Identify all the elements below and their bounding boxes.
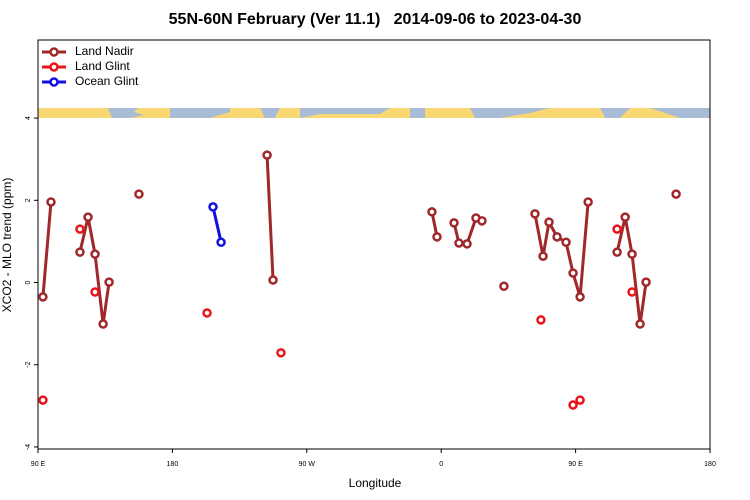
point [536, 315, 546, 325]
point [575, 395, 585, 405]
point [583, 197, 593, 207]
point [98, 319, 108, 329]
point [38, 395, 48, 405]
point [90, 249, 100, 259]
point [499, 281, 509, 291]
legend-marker [49, 62, 59, 72]
point [552, 232, 562, 242]
point [462, 239, 472, 249]
legend-label: Land Nadir [75, 44, 134, 58]
point [216, 237, 226, 247]
point [477, 216, 487, 226]
point [90, 287, 100, 297]
legend-marker [49, 47, 59, 57]
point [620, 212, 630, 222]
point [575, 292, 585, 302]
point [561, 237, 571, 247]
point [641, 277, 651, 287]
point [83, 212, 93, 222]
point [75, 247, 85, 257]
point [38, 292, 48, 302]
legend-marker [49, 77, 59, 87]
y-axis-label: XCO2 - MLO trend (ppm) [0, 178, 14, 313]
point [612, 224, 622, 234]
point [530, 209, 540, 219]
point [46, 197, 56, 207]
point [627, 287, 637, 297]
x-tick-label: 180 [704, 461, 716, 468]
x-axis-label: Longitude [349, 476, 402, 490]
map-strip [38, 108, 710, 118]
x-tick-label: 180 [167, 461, 179, 468]
x-tick-label: 90 E [31, 461, 46, 468]
chart-title: 55N-60N February (Ver 11.1) 2014-09-06 t… [169, 11, 582, 28]
point [134, 189, 144, 199]
point [262, 150, 272, 160]
y-tick-label: 0 [25, 280, 32, 284]
point [276, 348, 286, 358]
point [627, 249, 637, 259]
y-tick-label: -2 [25, 362, 32, 368]
point [568, 268, 578, 278]
y-tick-label: 2 [25, 198, 32, 202]
point [544, 217, 554, 227]
x-tick-label: 90 W [299, 461, 316, 468]
x-tick-label: 0 [439, 461, 443, 468]
point [671, 189, 681, 199]
series-line [211, 206, 223, 243]
legend-label: Land Glint [75, 59, 130, 73]
point [454, 238, 464, 248]
point [202, 308, 212, 318]
point [75, 224, 85, 234]
y-tick-label: -4 [25, 444, 32, 450]
x-tick-label: 90 E [568, 461, 583, 468]
point [268, 275, 278, 285]
point [427, 207, 437, 217]
y-tick-label: 4 [25, 116, 32, 120]
point [568, 400, 578, 410]
point [612, 247, 622, 257]
point [635, 319, 645, 329]
legend-label: Ocean Glint [75, 74, 139, 88]
point [104, 277, 114, 287]
point [449, 218, 459, 228]
point [432, 232, 442, 242]
point [208, 202, 218, 212]
plot-frame [37, 39, 711, 450]
point [538, 251, 548, 261]
